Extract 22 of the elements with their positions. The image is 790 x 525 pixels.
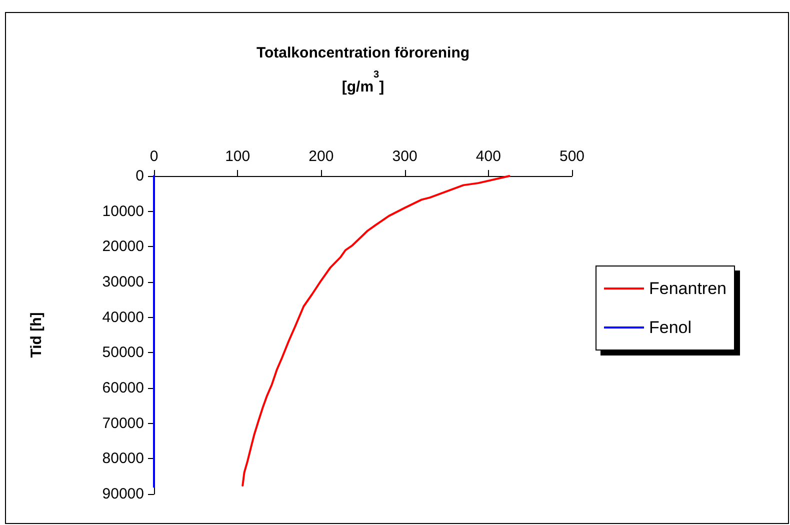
x-tick-label: 300	[392, 148, 418, 165]
x-axis-title: Totalkoncentration förorening [g/m3]	[256, 44, 470, 96]
legend-label: Fenantren	[649, 279, 726, 298]
legend-label: Fenol	[649, 318, 692, 337]
y-tick-label: 60000	[102, 380, 144, 396]
x-tick-label: 0	[150, 148, 158, 165]
line-series	[242, 175, 510, 487]
y-tick-label: 30000	[102, 274, 144, 290]
y-tick-label: 40000	[102, 308, 144, 326]
x-tick-label: 500	[559, 148, 585, 165]
y-tick-label: 90000	[102, 486, 144, 502]
y-tick-label: 50000	[102, 344, 144, 362]
line-series	[153, 175, 155, 488]
y-axis-title: Tid [h]	[28, 312, 45, 358]
y-tick-label: 70000	[102, 414, 144, 432]
x-tick-label: 100	[225, 148, 250, 165]
y-tick-label: 10000	[102, 202, 144, 220]
y-tick-label: 0	[136, 168, 144, 184]
x-tick-label: 200	[308, 148, 334, 165]
y-tick-label: 80000	[102, 450, 144, 468]
y-tick-label: 20000	[102, 238, 144, 256]
x-tick-label: 400	[476, 148, 501, 165]
